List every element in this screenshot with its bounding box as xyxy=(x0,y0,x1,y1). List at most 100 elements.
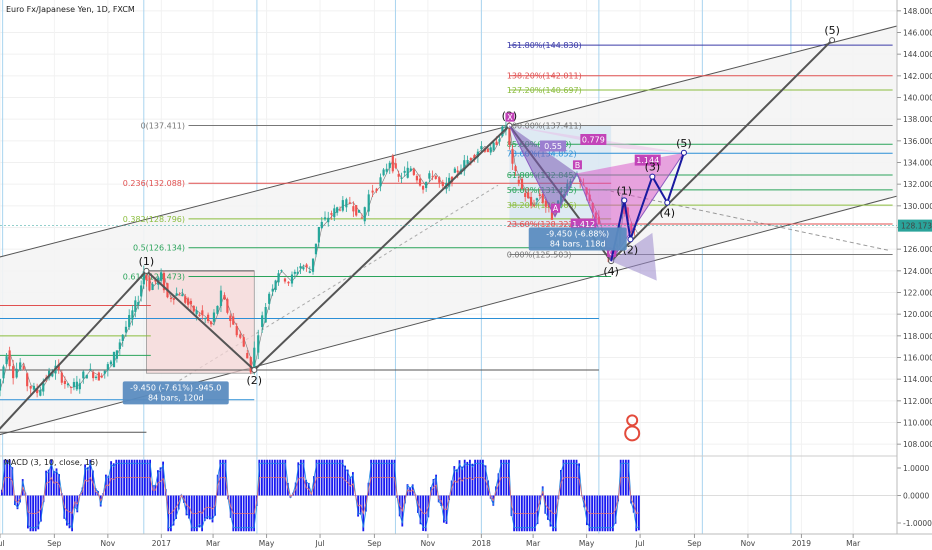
candle-body xyxy=(514,166,517,171)
candle-body xyxy=(283,278,287,282)
candle-body xyxy=(75,381,78,390)
candle-body xyxy=(22,366,25,370)
candle-body xyxy=(495,141,498,145)
y-tick-label: 146.000 xyxy=(903,29,932,38)
candle-body xyxy=(66,383,70,386)
x-tick-label: Jul xyxy=(315,539,325,548)
fib-right-label: 85.60%(135.69) xyxy=(507,140,572,149)
fib-left-label: 0.5(126.134) xyxy=(133,244,185,253)
candle-body xyxy=(453,168,456,173)
candle-body xyxy=(538,194,541,196)
candle-body xyxy=(15,368,18,378)
y-tick-label: 108.000 xyxy=(903,440,932,449)
candle-body xyxy=(314,243,318,255)
candle-body xyxy=(379,177,382,187)
pattern-point-label: A xyxy=(553,204,559,213)
harmonic-triangle-low xyxy=(611,232,657,281)
candle-body xyxy=(219,290,223,306)
candle-body xyxy=(317,227,320,243)
candle-body xyxy=(336,207,339,213)
x-tick-label: Mar xyxy=(206,539,221,548)
candle-body xyxy=(223,295,226,300)
candle-body xyxy=(541,193,544,203)
projection-wave-label: (1) xyxy=(617,184,633,197)
fib-right-label: 38.20%(130.066) xyxy=(507,201,577,210)
candle-body xyxy=(92,372,95,379)
candle-body xyxy=(397,174,400,177)
candle-body xyxy=(529,196,533,206)
fib-left-label: 0.236(132.088) xyxy=(123,179,185,188)
candle-body xyxy=(72,382,76,388)
pattern-point-label: C xyxy=(609,249,615,258)
elliott-wave-label: (4) xyxy=(603,265,619,278)
measure-note-box xyxy=(528,227,627,251)
y-tick-label: 140.000 xyxy=(903,94,932,103)
x-tick-label: Nov xyxy=(101,539,116,548)
x-tick-label: 2018 xyxy=(472,539,491,548)
logo-glyph-small xyxy=(626,414,639,427)
candle-body xyxy=(169,298,173,299)
candle-body xyxy=(338,209,342,211)
measure-note-line1: -9.450 (-7.61%) -945.0 xyxy=(130,383,221,392)
candle-body xyxy=(355,205,358,216)
candle-body xyxy=(425,181,428,189)
y-tick-label: 118.000 xyxy=(903,332,932,341)
projection-wave-point xyxy=(627,236,634,243)
candle-body xyxy=(162,273,166,291)
candle-body xyxy=(274,280,277,291)
candle-body xyxy=(327,217,330,223)
y-tick-label: 112.000 xyxy=(903,397,932,406)
y-tick-label: 122.000 xyxy=(903,289,932,298)
candle-body xyxy=(57,364,60,370)
harmonic-triangle-xab xyxy=(509,125,577,217)
candle-body xyxy=(189,300,193,305)
candle-body xyxy=(26,373,29,387)
candle-body xyxy=(2,366,5,379)
candle-body xyxy=(463,160,466,171)
candle-body xyxy=(5,356,8,365)
y-tick-label: 110.000 xyxy=(903,419,932,428)
chart-title: Euro Fx/Japanese Yen, 1D, FXCM xyxy=(6,5,135,14)
candle-body xyxy=(201,310,204,316)
candle-body xyxy=(69,386,73,388)
candle-body xyxy=(520,178,524,189)
candle-body xyxy=(345,199,348,208)
candle-body xyxy=(428,173,431,179)
candle-body xyxy=(287,281,290,284)
x-tick-label: Nov xyxy=(421,539,436,548)
candle-body xyxy=(115,350,119,359)
candle-body xyxy=(151,284,154,291)
candle-body xyxy=(109,361,113,365)
ratio-box xyxy=(570,218,597,230)
drawings-layer: 0(137.411) 0.236(132.088) 0.382(128.796) 0.… xyxy=(0,25,897,436)
projection-wave-point xyxy=(680,149,687,156)
candle-body xyxy=(508,122,511,145)
current-price-label: 128.173 xyxy=(901,222,932,231)
projection-wave-line xyxy=(610,152,685,262)
y-tick-label: 116.000 xyxy=(903,354,932,363)
candle-body xyxy=(473,155,476,159)
candle-body xyxy=(280,270,283,271)
y-tick-label: 142.000 xyxy=(903,72,932,81)
candle-body xyxy=(124,326,128,333)
fib-right-label: 138.20%(142.011) xyxy=(507,72,582,81)
candle-body xyxy=(145,275,148,281)
candle-body xyxy=(348,202,351,204)
candle-body xyxy=(406,167,409,178)
fib-right-label: 0.00%(125.503) xyxy=(507,251,572,260)
candle-body xyxy=(186,298,190,305)
y-tick-label: 132.000 xyxy=(903,180,932,189)
candle-body xyxy=(544,200,547,207)
candle-body xyxy=(456,170,459,173)
candle-body xyxy=(268,293,271,304)
pattern-point-label: X xyxy=(507,113,513,122)
x-tick-label: 2019 xyxy=(792,539,811,548)
elliott-wave-point xyxy=(251,366,258,373)
candle-body xyxy=(121,334,124,341)
candle-body xyxy=(575,174,579,176)
candle-body xyxy=(385,168,388,172)
y-tick-label: 144.000 xyxy=(903,50,932,59)
candle-body xyxy=(82,371,85,379)
measure-note-line2: 84 bars, 118d xyxy=(550,240,606,249)
